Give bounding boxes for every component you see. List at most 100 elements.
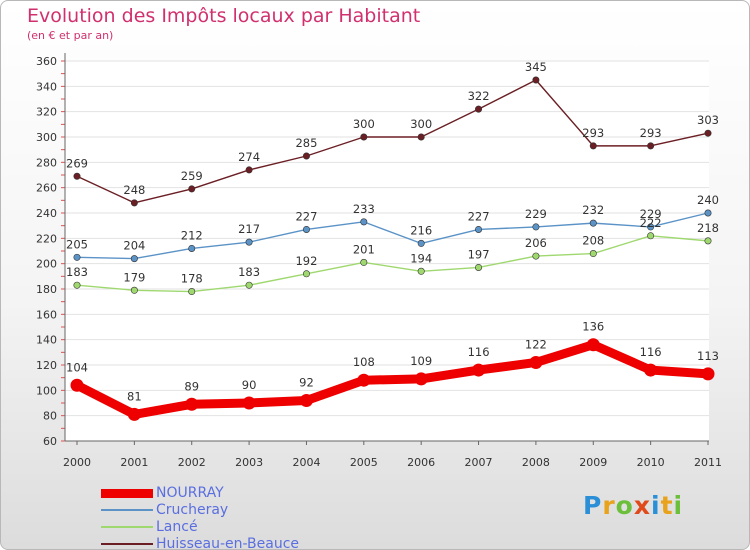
x-tick-label: 2004 xyxy=(292,456,320,469)
logo-letter: r xyxy=(602,491,616,520)
legend-label: NOURRAY xyxy=(156,485,224,501)
data-label: 197 xyxy=(468,247,490,261)
data-point xyxy=(589,250,597,258)
data-point xyxy=(185,397,199,411)
data-label: 201 xyxy=(353,242,375,256)
data-point xyxy=(73,253,81,261)
x-tick-label: 2006 xyxy=(407,456,435,469)
data-point xyxy=(532,76,540,84)
logo-letter: o xyxy=(615,491,634,520)
y-tick-label: 80 xyxy=(43,410,57,423)
data-point xyxy=(589,219,597,227)
data-point xyxy=(586,338,600,352)
x-tick-label: 2009 xyxy=(579,456,607,469)
y-tick-label: 340 xyxy=(36,80,57,93)
data-label: 227 xyxy=(295,209,317,223)
data-label: 285 xyxy=(295,136,317,150)
data-point xyxy=(532,252,540,260)
data-point xyxy=(188,185,196,193)
data-point xyxy=(73,281,81,289)
legend-swatch xyxy=(101,526,153,528)
data-point xyxy=(127,407,141,421)
x-tick-label: 2000 xyxy=(63,456,91,469)
y-tick-label: 200 xyxy=(36,258,57,271)
y-tick-label: 100 xyxy=(36,384,57,397)
proxiti-logo: Proxiti xyxy=(583,491,683,520)
data-label: 232 xyxy=(582,203,604,217)
data-label: 122 xyxy=(525,337,547,351)
data-label: 116 xyxy=(640,345,662,359)
data-point xyxy=(417,239,425,247)
y-tick-label: 180 xyxy=(36,283,57,296)
data-label: 229 xyxy=(525,207,547,221)
data-label: 274 xyxy=(238,150,260,164)
x-tick-label: 2003 xyxy=(235,456,263,469)
data-label: 259 xyxy=(181,169,203,183)
data-label: 229 xyxy=(640,207,662,221)
y-tick-label: 240 xyxy=(36,207,57,220)
legend-label: Lancé xyxy=(156,519,198,535)
data-point xyxy=(242,396,256,410)
chart-subtitle: (en € et par an) xyxy=(27,29,114,42)
data-point xyxy=(188,288,196,296)
data-point xyxy=(472,363,486,377)
data-point xyxy=(417,133,425,141)
x-tick-label: 2011 xyxy=(694,456,722,469)
series-line-crucheray xyxy=(76,212,709,260)
data-point xyxy=(701,367,715,381)
data-label: 248 xyxy=(123,183,145,197)
data-label: 345 xyxy=(525,60,547,74)
data-label: 293 xyxy=(582,126,604,140)
legend-label: Huisseau-en-Beauce xyxy=(156,536,300,550)
y-tick-label: 320 xyxy=(36,106,57,119)
logo-letter: i xyxy=(651,491,661,520)
data-point xyxy=(644,363,658,377)
data-label: 303 xyxy=(697,113,719,127)
data-label: 204 xyxy=(123,239,145,253)
data-label: 300 xyxy=(410,117,432,131)
chart-title: Evolution des Impôts locaux par Habitant xyxy=(27,5,421,27)
data-label: 92 xyxy=(299,375,314,389)
data-point xyxy=(647,142,655,150)
data-point xyxy=(414,372,428,386)
data-point xyxy=(475,263,483,271)
data-label: 90 xyxy=(242,378,257,392)
x-tick-label: 2005 xyxy=(350,456,378,469)
data-point xyxy=(704,129,712,137)
data-label: 216 xyxy=(410,223,432,237)
data-point xyxy=(70,378,84,392)
logo-letter: i xyxy=(673,491,684,520)
series-line-nourray xyxy=(72,340,713,419)
data-point xyxy=(245,166,253,174)
logo-letter: P xyxy=(583,491,603,520)
data-label: 222 xyxy=(640,216,662,230)
data-point xyxy=(245,238,253,246)
data-point xyxy=(130,286,138,294)
data-label: 113 xyxy=(697,349,719,363)
data-label: 240 xyxy=(697,193,719,207)
data-point xyxy=(245,281,253,289)
data-label: 116 xyxy=(468,345,490,359)
y-tick-label: 60 xyxy=(43,435,57,448)
legend-swatch xyxy=(101,488,153,498)
y-tick-label: 360 xyxy=(36,55,57,68)
data-label: 218 xyxy=(697,221,719,235)
data-label: 108 xyxy=(353,355,375,369)
data-point xyxy=(647,223,655,231)
data-point xyxy=(360,258,368,266)
data-point xyxy=(704,209,712,217)
y-tick-label: 280 xyxy=(36,156,57,169)
data-point xyxy=(357,373,371,387)
series-line-lancé xyxy=(76,235,709,293)
data-point xyxy=(360,218,368,226)
data-point xyxy=(647,232,655,240)
data-label: 104 xyxy=(66,360,88,374)
data-label: 233 xyxy=(353,202,375,216)
data-label: 136 xyxy=(582,320,604,334)
data-label: 194 xyxy=(410,251,432,265)
data-label: 81 xyxy=(127,389,142,403)
x-tick-label: 2007 xyxy=(465,456,493,469)
legend-swatch xyxy=(101,543,153,545)
y-tick-label: 140 xyxy=(36,334,57,347)
data-label: 208 xyxy=(582,234,604,248)
